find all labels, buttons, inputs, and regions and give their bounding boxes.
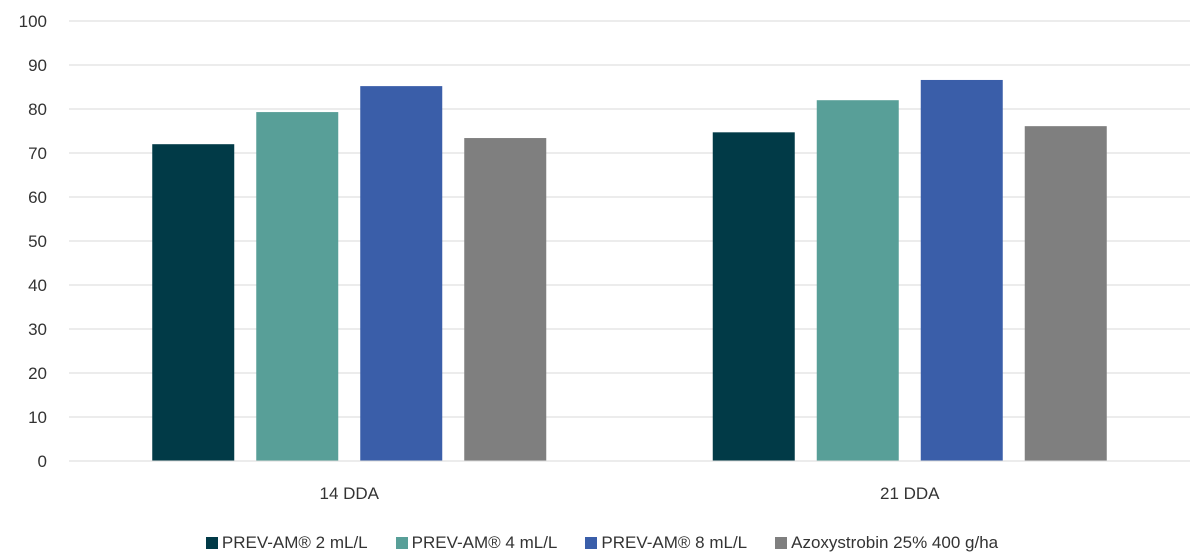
y-tick-label: 20 xyxy=(28,364,47,383)
legend-label: PREV-AM® 4 mL/L xyxy=(411,533,558,552)
bars xyxy=(152,79,1107,462)
legend-label: Azoxystrobin 25% 400 g/ha xyxy=(791,533,999,552)
legend-label: PREV-AM® 8 mL/L xyxy=(601,533,748,552)
legend-swatch xyxy=(205,537,218,549)
x-category-label: 14 DDA xyxy=(319,484,379,503)
y-axis-tick-labels: 0 10 20 30 40 50 60 70 80 90 100 xyxy=(19,12,47,471)
bar xyxy=(152,144,235,461)
y-tick-label: 90 xyxy=(28,56,47,75)
bar xyxy=(360,86,443,462)
x-axis-category-labels: 14 DDA 21 DDA xyxy=(319,484,940,503)
y-tick-label: 60 xyxy=(28,188,47,207)
bar xyxy=(920,79,1003,462)
x-category-label: 21 DDA xyxy=(880,484,940,503)
legend-item: PREV-AM® 8 mL/L xyxy=(585,533,747,553)
y-tick-label: 40 xyxy=(28,276,47,295)
gridlines xyxy=(69,20,1190,418)
y-tick-label: 0 xyxy=(38,452,47,471)
legend: PREV-AM® 2 mL/L PREV-AM® 4 mL/L PREV-AM®… xyxy=(0,531,1204,555)
bar xyxy=(816,100,899,461)
bar-chart: 0 10 20 30 40 50 60 70 80 90 100 14 DDA 21 DDA xyxy=(19,12,1190,503)
legend-label: PREV-AM® 2 mL/L xyxy=(221,533,368,552)
y-tick-label: 30 xyxy=(28,320,47,339)
legend-swatch xyxy=(775,537,788,549)
legend-item: PREV-AM® 4 mL/L xyxy=(395,533,558,553)
legend-item: Azoxystrobin 25% 400 g/ha xyxy=(775,533,998,553)
legend-swatch xyxy=(395,537,408,549)
y-tick-label: 70 xyxy=(28,144,47,163)
legend-item: PREV-AM® 2 mL/L xyxy=(205,533,368,553)
bar xyxy=(1024,126,1107,461)
bar xyxy=(712,132,795,461)
y-tick-label: 50 xyxy=(28,232,47,251)
legend-swatch xyxy=(585,537,598,549)
y-tick-label: 100 xyxy=(19,12,47,31)
bar xyxy=(256,112,339,461)
y-tick-label: 10 xyxy=(28,408,47,427)
bar xyxy=(464,138,547,462)
y-tick-label: 80 xyxy=(28,100,47,119)
